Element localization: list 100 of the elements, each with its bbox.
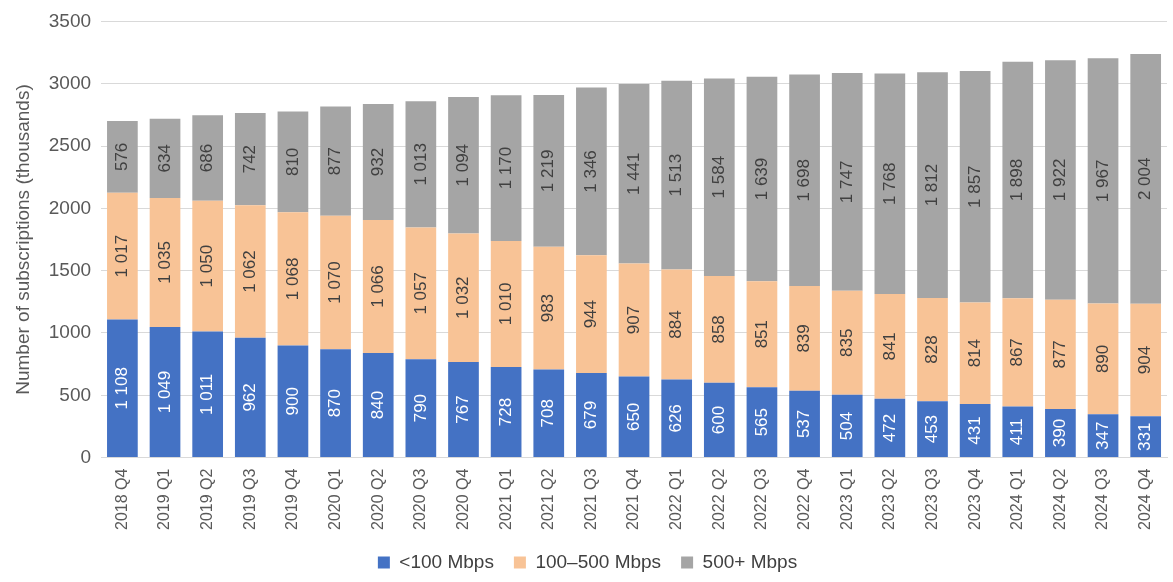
data-label: 835 (836, 328, 856, 357)
bar (362, 352, 394, 458)
bar (107, 120, 138, 193)
data-label: 1 108 (112, 367, 132, 410)
data-label: 1 068 (282, 257, 302, 301)
data-label: 877 (1050, 340, 1070, 369)
data-label: 1 747 (836, 160, 856, 204)
data-label: 828 (922, 335, 942, 364)
x-tick-label: 2022 Q1 (667, 468, 685, 531)
data-label: 870 (325, 388, 345, 418)
bar (149, 197, 181, 327)
data-label: 1 639 (751, 157, 771, 201)
bar (405, 359, 437, 458)
bar (277, 111, 309, 213)
x-tick-label: 2024 Q4 (1136, 468, 1154, 531)
data-label: 1 768 (879, 162, 899, 206)
data-label: 1 698 (794, 159, 814, 202)
bar (149, 326, 181, 458)
x-tick-label: 2021 Q2 (539, 468, 557, 531)
data-label: 1 032 (453, 276, 473, 319)
data-label: 331 (1135, 422, 1155, 451)
bar (661, 269, 693, 380)
data-label: 650 (623, 402, 643, 432)
bar (490, 95, 522, 241)
x-tick-label: 2023 Q3 (922, 468, 940, 531)
data-label: 1 219 (538, 149, 558, 193)
data-label: 565 (751, 407, 771, 437)
data-label: 814 (964, 338, 984, 368)
data-label: 1 170 (495, 146, 515, 190)
bar (1002, 298, 1034, 407)
bar (1045, 299, 1076, 410)
bar (917, 401, 948, 458)
bar (490, 366, 522, 458)
bar (1130, 53, 1162, 304)
data-label: 867 (1007, 338, 1027, 367)
x-tick-label: 2024 Q1 (1008, 468, 1026, 531)
bar (831, 290, 863, 395)
x-tick-label: 2021 Q4 (624, 468, 642, 531)
bar (1002, 61, 1034, 299)
data-label: 708 (538, 399, 558, 428)
data-label: 1 011 (197, 373, 217, 416)
data-label: 686 (197, 143, 217, 173)
data-label: 983 (538, 293, 558, 323)
x-tick-label: 2018 Q4 (112, 468, 130, 531)
x-tick-label: 2023 Q1 (837, 468, 855, 531)
bar (448, 233, 479, 363)
bar (1045, 60, 1076, 300)
data-label: 2 004 (1135, 157, 1155, 201)
bar (490, 241, 522, 367)
bar (234, 337, 266, 458)
data-label: 1 062 (239, 250, 259, 293)
bar (107, 319, 138, 458)
x-tick-label: 2019 Q1 (155, 468, 173, 531)
x-tick-label: 2022 Q2 (709, 468, 727, 531)
data-label: 537 (794, 409, 814, 439)
x-tick-label: 2024 Q2 (1050, 468, 1068, 531)
data-label: 1 584 (709, 155, 728, 199)
data-label: 810 (282, 147, 302, 177)
data-label: 1 857 (964, 165, 984, 208)
x-tick-label: 2021 Q1 (496, 468, 514, 531)
bar (320, 349, 351, 458)
legend-label: 500+ Mbps (702, 550, 798, 572)
y-tick-label: 500 (59, 383, 92, 405)
bar (746, 281, 778, 388)
y-axis-title: Number of subscriptions (thousands) (11, 84, 33, 395)
data-label: 944 (581, 299, 601, 329)
bar (1087, 58, 1119, 304)
x-tick-label: 2019 Q4 (283, 468, 301, 531)
bar (917, 72, 948, 298)
bar (192, 331, 224, 458)
data-label: 907 (623, 305, 643, 335)
y-tick-label: 0 (80, 445, 92, 467)
bar (576, 255, 607, 373)
data-label: 841 (879, 332, 899, 361)
bar (959, 302, 991, 404)
data-label: 840 (367, 390, 387, 420)
x-tick-label: 2021 Q3 (581, 468, 599, 531)
bar (618, 263, 650, 377)
data-label: 767 (453, 395, 473, 424)
x-tick-label: 2020 Q2 (368, 468, 386, 531)
data-label: 1 017 (112, 234, 132, 278)
bar (831, 73, 863, 291)
y-tick-label: 3000 (48, 71, 92, 93)
bar (789, 390, 820, 458)
data-label: 790 (410, 393, 430, 423)
bar (618, 83, 650, 264)
data-label: 1 967 (1092, 159, 1112, 203)
bar (703, 275, 735, 383)
data-label: 904 (1135, 345, 1155, 375)
data-label: 504 (836, 411, 856, 441)
x-tick-label: 2020 Q4 (453, 468, 471, 531)
data-label: 576 (112, 142, 132, 172)
data-label: 1 057 (410, 272, 430, 315)
data-label: 634 (154, 144, 174, 173)
bar (277, 345, 309, 458)
bar (576, 87, 607, 256)
bar (234, 112, 266, 206)
bar (789, 74, 820, 287)
data-label: 1 050 (197, 244, 217, 288)
legend-label: <100 Mbps (399, 550, 494, 572)
